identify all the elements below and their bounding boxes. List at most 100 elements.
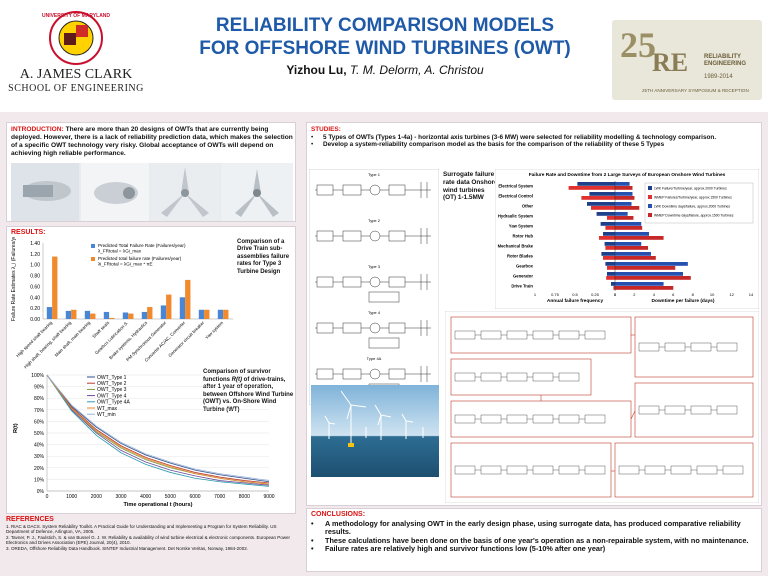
survey-downtime-bar bbox=[615, 202, 632, 206]
bar bbox=[52, 256, 58, 319]
survey-failure-bar bbox=[589, 192, 615, 196]
re25-text: RELIABILITY ENGINEERING 1989-2014 bbox=[704, 54, 747, 80]
survey-xlabel-right: Downtime per failure (days) bbox=[652, 298, 715, 304]
bar-chart-caption: Comparison of a Drive Train sub-assembli… bbox=[237, 239, 290, 275]
re25-re: RE bbox=[652, 48, 689, 77]
surrogate-text: Surrogate failure rate data Onshore wind… bbox=[443, 171, 498, 202]
legend-label: OWT_Type 4A bbox=[97, 400, 130, 406]
turbine-photo-3 bbox=[151, 163, 219, 221]
references-panel: REFERENCES 1. RIAC & DACS. System Reliab… bbox=[6, 516, 296, 572]
line-ytick: 0% bbox=[37, 489, 45, 495]
bar-ylabel: Failure Rate Estimates λ_i (Failures/yea… bbox=[11, 237, 17, 321]
survey-right-tick: 2 bbox=[633, 292, 636, 297]
line-ytick: 50% bbox=[34, 431, 45, 437]
legend-swatch bbox=[648, 204, 652, 208]
conclusions-panel: CONCLUSIONS: • A methodology for analysin… bbox=[306, 508, 762, 572]
bar-xtick: Yaw system bbox=[204, 320, 224, 340]
bar bbox=[65, 310, 72, 319]
line-xtick: 3000 bbox=[115, 494, 126, 500]
bar bbox=[179, 297, 186, 319]
type-label: Type 2 bbox=[368, 218, 381, 223]
survey-left-tick: 0.75 bbox=[551, 292, 560, 297]
turbine-photo-4 bbox=[221, 163, 293, 221]
survey-downtime-bar bbox=[615, 226, 643, 230]
studies-text: STUDIES: • 5 Types of OWTs (Types 1-4a) -… bbox=[311, 126, 759, 149]
survey-downtime-bar bbox=[615, 212, 628, 216]
line-xtick: 6000 bbox=[189, 494, 200, 500]
rbd-frame bbox=[445, 311, 759, 503]
survey-failure-bar bbox=[581, 196, 615, 200]
survey-category: Electrical Control bbox=[498, 194, 533, 199]
survey-failure-bar bbox=[604, 242, 615, 246]
survey-downtime-bar bbox=[615, 276, 691, 280]
survey-failure-bar bbox=[605, 246, 615, 250]
survey-downtime-bar bbox=[615, 242, 642, 246]
type-schematic bbox=[315, 320, 431, 349]
survey-downtime-bar bbox=[615, 266, 676, 270]
survey-failure-bar bbox=[605, 262, 615, 266]
bar-ytick: 1.40 bbox=[30, 241, 40, 247]
line-xtick: 1000 bbox=[66, 494, 77, 500]
survey-failure-bar bbox=[591, 206, 615, 210]
survey-right-tick: 8 bbox=[692, 292, 695, 297]
bar-ytick: 0.80 bbox=[30, 274, 40, 280]
survey-category: Rotor Blades bbox=[507, 254, 534, 259]
conclusions-heading: CONCLUSIONS: bbox=[311, 511, 366, 518]
survey-failure-bar bbox=[600, 222, 615, 226]
bar-xtick: High speed shaft bearing bbox=[15, 320, 53, 358]
legend-label: OWT_Type 4 bbox=[97, 393, 127, 399]
umd-seal-icon: UNIVERSITY OF MARYLAND bbox=[42, 11, 110, 65]
type-schematic bbox=[315, 274, 431, 303]
survey-category: Other bbox=[522, 204, 534, 209]
line-ytick: 70% bbox=[34, 408, 45, 414]
line-ytick: 10% bbox=[34, 477, 45, 483]
line-ylabel: R(t) bbox=[13, 423, 19, 433]
conclusion-item: • Failure rates are relatively high and s… bbox=[311, 544, 606, 554]
bar-xtick: Generator circuit breaker bbox=[167, 320, 205, 358]
survey-category: Mechanical Brake bbox=[498, 244, 534, 249]
line-xtick: 2000 bbox=[91, 494, 102, 500]
survey-legend: LWK Failure/Turbine/year, approx.2000 Tu… bbox=[644, 182, 754, 224]
type-schematic bbox=[315, 228, 431, 244]
survey-failure-bar bbox=[605, 226, 615, 230]
survey-left-tick: 0 bbox=[614, 292, 617, 297]
introduction-text: INTRODUCTION: There are more than 20 des… bbox=[11, 126, 293, 157]
reliability-block-diagram bbox=[445, 311, 759, 503]
survey-failure-bar bbox=[607, 266, 615, 270]
line-xtick: 5000 bbox=[165, 494, 176, 500]
school-name: A. JAMES CLARK bbox=[19, 67, 133, 82]
bar-ytick: 0.20 bbox=[30, 306, 40, 312]
survey-failure-bar bbox=[603, 256, 615, 260]
legend-label: OWT_Type 2 bbox=[97, 381, 127, 387]
studies-bullet-2: Develop a system-reliability comparison … bbox=[323, 141, 665, 149]
results-heading: RESULTS: bbox=[11, 229, 46, 236]
title-line-2: FOR OFFSHORE WIND TURBINES (OWT) bbox=[199, 38, 571, 59]
survey-downtime-bar bbox=[615, 232, 649, 236]
survey-downtime-bar bbox=[615, 182, 630, 186]
results-panel: RESULTS: Comparison of a Drive Train sub… bbox=[6, 226, 296, 514]
bar bbox=[217, 309, 224, 319]
studies-heading: STUDIES: bbox=[311, 126, 341, 133]
bar bbox=[141, 311, 148, 319]
survey-downtime-bar bbox=[615, 246, 649, 250]
bar bbox=[147, 307, 153, 319]
legend-label: WMEP Failures/Turbine/year, approx.1500 … bbox=[654, 196, 732, 200]
survivor-function-chart: 0% 10% 20% 30% 40% 50% 60% 70% 80% 90% 100% 0 1000 20… bbox=[13, 373, 275, 508]
bar bbox=[223, 309, 229, 319]
line-xtick: 8000 bbox=[239, 494, 250, 500]
legend-swatch bbox=[91, 257, 95, 261]
conclusions-list: • A methodology for analysing OWT in the … bbox=[311, 519, 759, 554]
survival-line bbox=[46, 374, 270, 481]
survey-failure-bar bbox=[596, 212, 615, 216]
survey-failure-bar bbox=[599, 236, 615, 240]
legend-label: Predicted Total Failure Rate (Failures/y… bbox=[98, 243, 186, 248]
bar bbox=[103, 311, 110, 319]
references-list: 1. RIAC & DACS. System Reliability Toolk… bbox=[6, 524, 296, 551]
survey-failure-downtime-chart: Failure Rate and Downtime from 2 Large S… bbox=[495, 169, 759, 309]
survey-right-tick: 6 bbox=[672, 292, 675, 297]
author-main: Yizhou Lu, bbox=[286, 63, 347, 77]
line-ytick: 30% bbox=[34, 454, 45, 460]
bar bbox=[160, 305, 167, 319]
survey-failure-bar bbox=[606, 276, 615, 280]
survey-downtime-bar bbox=[615, 186, 633, 190]
